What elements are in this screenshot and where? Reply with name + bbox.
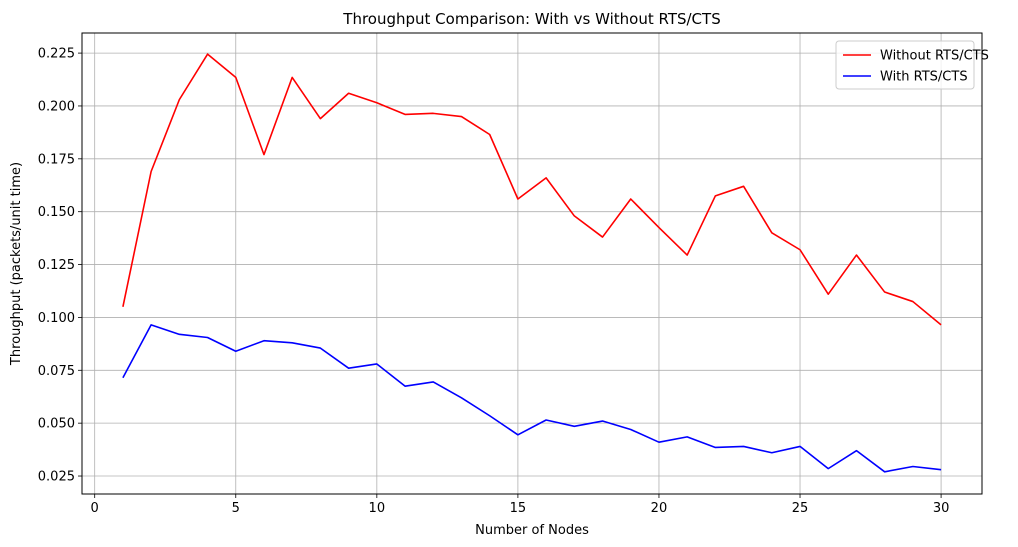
- y-tick-label: 0.175: [38, 152, 75, 167]
- y-tick-label: 0.100: [38, 311, 75, 326]
- axis-ticks: 0 5 10 15 20 25 30 0.025 0.050 0.075 0.100 0.125 0.1…: [38, 47, 950, 516]
- x-axis-label: Number of Nodes: [475, 523, 589, 538]
- x-tick-label: 15: [510, 501, 527, 516]
- x-tick-label: 5: [232, 501, 240, 516]
- legend-entry-label: With RTS/CTS: [880, 70, 968, 85]
- legend-entry-label: Without RTS/CTS: [880, 49, 989, 64]
- y-tick-label: 0.125: [38, 258, 75, 273]
- x-tick-label: 20: [651, 501, 668, 516]
- x-tick-label: 0: [91, 501, 99, 516]
- y-tick-label: 0.050: [38, 417, 75, 432]
- y-tick-label: 0.150: [38, 205, 75, 220]
- y-tick-label: 0.200: [38, 99, 75, 114]
- y-tick-label: 0.025: [38, 470, 75, 485]
- plot-frame: [81, 32, 983, 495]
- legend-box: [835, 40, 975, 90]
- series-lines: [122, 53, 942, 473]
- y-axis-label: Throughput (packets/unit time): [9, 162, 24, 366]
- x-tick-label: 25: [792, 501, 809, 516]
- x-tick-label: 30: [933, 501, 950, 516]
- x-tick-label: 10: [369, 501, 386, 516]
- grid: [82, 33, 982, 494]
- chart-title: Throughput Comparison: With vs Without R…: [342, 10, 720, 28]
- y-tick-label: 0.075: [38, 364, 75, 379]
- series-line-with-rts-cts: [122, 324, 942, 473]
- legend: Without RTS/CTS With RTS/CTS: [835, 40, 989, 90]
- y-tick-label: 0.225: [38, 47, 75, 62]
- series-line-without-rts-cts: [122, 53, 942, 326]
